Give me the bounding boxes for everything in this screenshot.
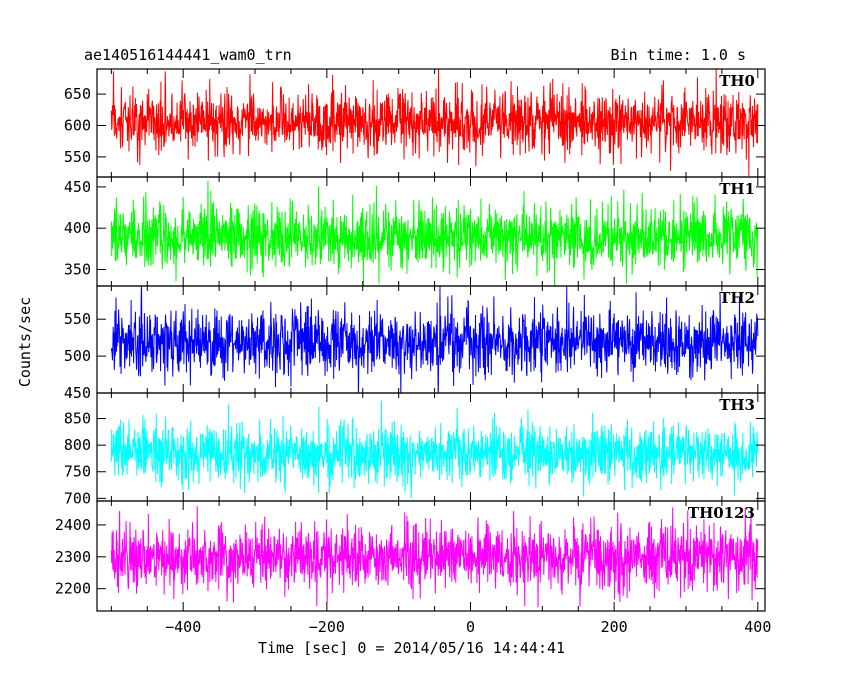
y-tick-label: 450 [64, 384, 91, 402]
series-th1 [110, 180, 759, 286]
panel-label-th0: TH0 [719, 72, 755, 90]
panel-label-th2: TH2 [719, 289, 755, 307]
y-tick-label: 400 [64, 219, 91, 237]
x-tick-label: 400 [744, 618, 771, 636]
y-tick-label: 2400 [55, 516, 91, 534]
y-axis-label: Counts/sec [16, 296, 34, 388]
y-tick-label: 450 [64, 178, 91, 196]
panel-frame-th0123 [96, 500, 766, 612]
title-right: Bin time: 1.0 s [610, 46, 746, 64]
panel-label-th3: TH3 [719, 396, 755, 414]
y-tick-label: 500 [64, 347, 91, 365]
series-th2 [110, 286, 759, 393]
y-tick-label: 750 [64, 463, 91, 481]
y-tick-label: 550 [64, 310, 91, 328]
x-axis-label: Time [sec] 0 = 2014/05/16 14:44:41 [258, 639, 566, 657]
y-tick-label: 2300 [55, 548, 91, 566]
title-left: ae140516144441_wam0_trn [84, 46, 292, 64]
x-tick-label: 200 [601, 618, 628, 636]
y-tick-label: 850 [64, 410, 91, 428]
panel-label-th0123: TH0123 [688, 504, 755, 522]
series-th3 [110, 400, 759, 499]
y-tick-label: 800 [64, 436, 91, 454]
x-tick-label: 0 [466, 618, 475, 636]
y-tick-label: 350 [64, 260, 91, 278]
series-th0123 [110, 505, 759, 608]
series-th0 [110, 69, 759, 177]
x-tick-label: −200 [309, 618, 345, 636]
y-tick-label: 650 [64, 85, 91, 103]
y-tick-label: 550 [64, 148, 91, 166]
y-tick-label: 700 [64, 489, 91, 507]
panel-label-th1: TH1 [719, 180, 755, 198]
x-tick-label: −400 [165, 618, 201, 636]
y-tick-label: 2200 [55, 580, 91, 598]
y-tick-label: 600 [64, 117, 91, 135]
